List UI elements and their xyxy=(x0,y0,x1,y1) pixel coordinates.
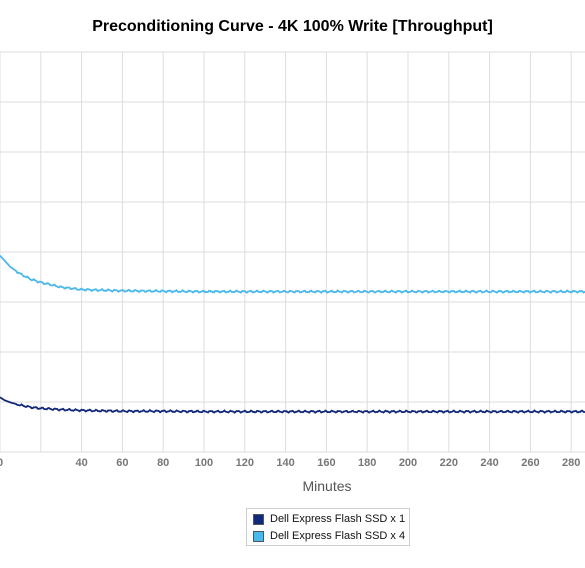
legend: Dell Express Flash SSD x 1 Dell Express … xyxy=(246,508,410,546)
legend-swatch-series-2 xyxy=(253,530,264,542)
x-axis-label: Minutes xyxy=(302,478,351,494)
legend-label-series-1: Dell Express Flash SSD x 1 xyxy=(270,513,406,525)
series-lines xyxy=(0,254,585,414)
x-tick-label: 40 xyxy=(75,457,87,469)
legend-item-series-1[interactable]: Dell Express Flash SSD x 1 xyxy=(253,511,405,527)
series-line-1 xyxy=(0,396,585,414)
legend-item-series-2[interactable]: Dell Express Flash SSD x 4 xyxy=(253,528,405,544)
x-tick-label: 260 xyxy=(521,457,539,469)
x-tick-label: 200 xyxy=(399,457,417,469)
chart-plot: 0406080100120140160180200220240260280300… xyxy=(0,51,585,494)
x-tick-label: 60 xyxy=(116,457,128,469)
x-tick-label: 0 xyxy=(0,457,3,469)
chart-title: Preconditioning Curve - 4K 100% Write [T… xyxy=(92,18,493,35)
x-tick-label: 80 xyxy=(157,457,169,469)
x-tick-labels: 0406080100120140160180200220240260280300 xyxy=(0,457,580,469)
x-tick-label: 120 xyxy=(236,457,254,469)
grid-lines xyxy=(0,51,585,453)
x-tick-label: 180 xyxy=(358,457,376,469)
x-tick-label: 100 xyxy=(195,457,213,469)
x-tick-label: 220 xyxy=(440,457,458,469)
x-tick-label: 280 xyxy=(562,457,580,469)
x-tick-label: 140 xyxy=(276,457,294,469)
legend-swatch-series-1 xyxy=(253,513,264,525)
legend-label-series-2: Dell Express Flash SSD x 4 xyxy=(270,530,406,542)
x-tick-label: 240 xyxy=(480,457,498,469)
series-line-2 xyxy=(0,254,585,294)
x-tick-label: 160 xyxy=(317,457,335,469)
